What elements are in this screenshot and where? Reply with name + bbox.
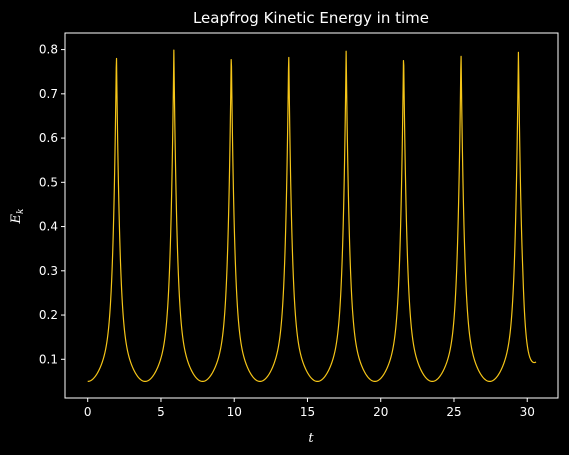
y-tick-label: 0.7 <box>39 87 58 101</box>
y-tick-label: 0.2 <box>39 308 58 322</box>
y-axis-label: Ek <box>9 209 26 225</box>
y-tick-label: 0.4 <box>39 220 58 234</box>
x-tick-label: 0 <box>84 405 92 419</box>
x-tick-label: 20 <box>373 405 388 419</box>
y-tick-label: 0.5 <box>39 175 58 189</box>
x-tick-label: 15 <box>300 405 315 419</box>
x-tick-label: 30 <box>520 405 535 419</box>
svg-text:Ek: Ek <box>9 209 26 225</box>
chart-title: Leapfrog Kinetic Energy in time <box>193 9 429 27</box>
y-tick-label: 0.1 <box>39 352 58 366</box>
plot-frame <box>64 32 559 399</box>
x-tick-label: 25 <box>446 405 461 419</box>
y-tick-label: 0.6 <box>39 131 58 145</box>
x-tick-label: 5 <box>157 405 165 419</box>
y-axis-label-main: E <box>9 213 24 224</box>
y-axis-ticks: 0.1 0.2 0.3 0.4 0.5 0.6 0.7 0.8 <box>39 43 65 366</box>
y-tick-label: 0.3 <box>39 264 58 278</box>
kinetic-energy-line <box>87 49 537 383</box>
y-axis-label-sub: k <box>16 209 26 214</box>
x-tick-label: 10 <box>227 405 242 419</box>
x-axis-label: t <box>308 431 314 446</box>
y-tick-label: 0.8 <box>39 43 58 57</box>
x-axis-ticks: 0 5 10 15 20 25 30 <box>84 398 535 419</box>
